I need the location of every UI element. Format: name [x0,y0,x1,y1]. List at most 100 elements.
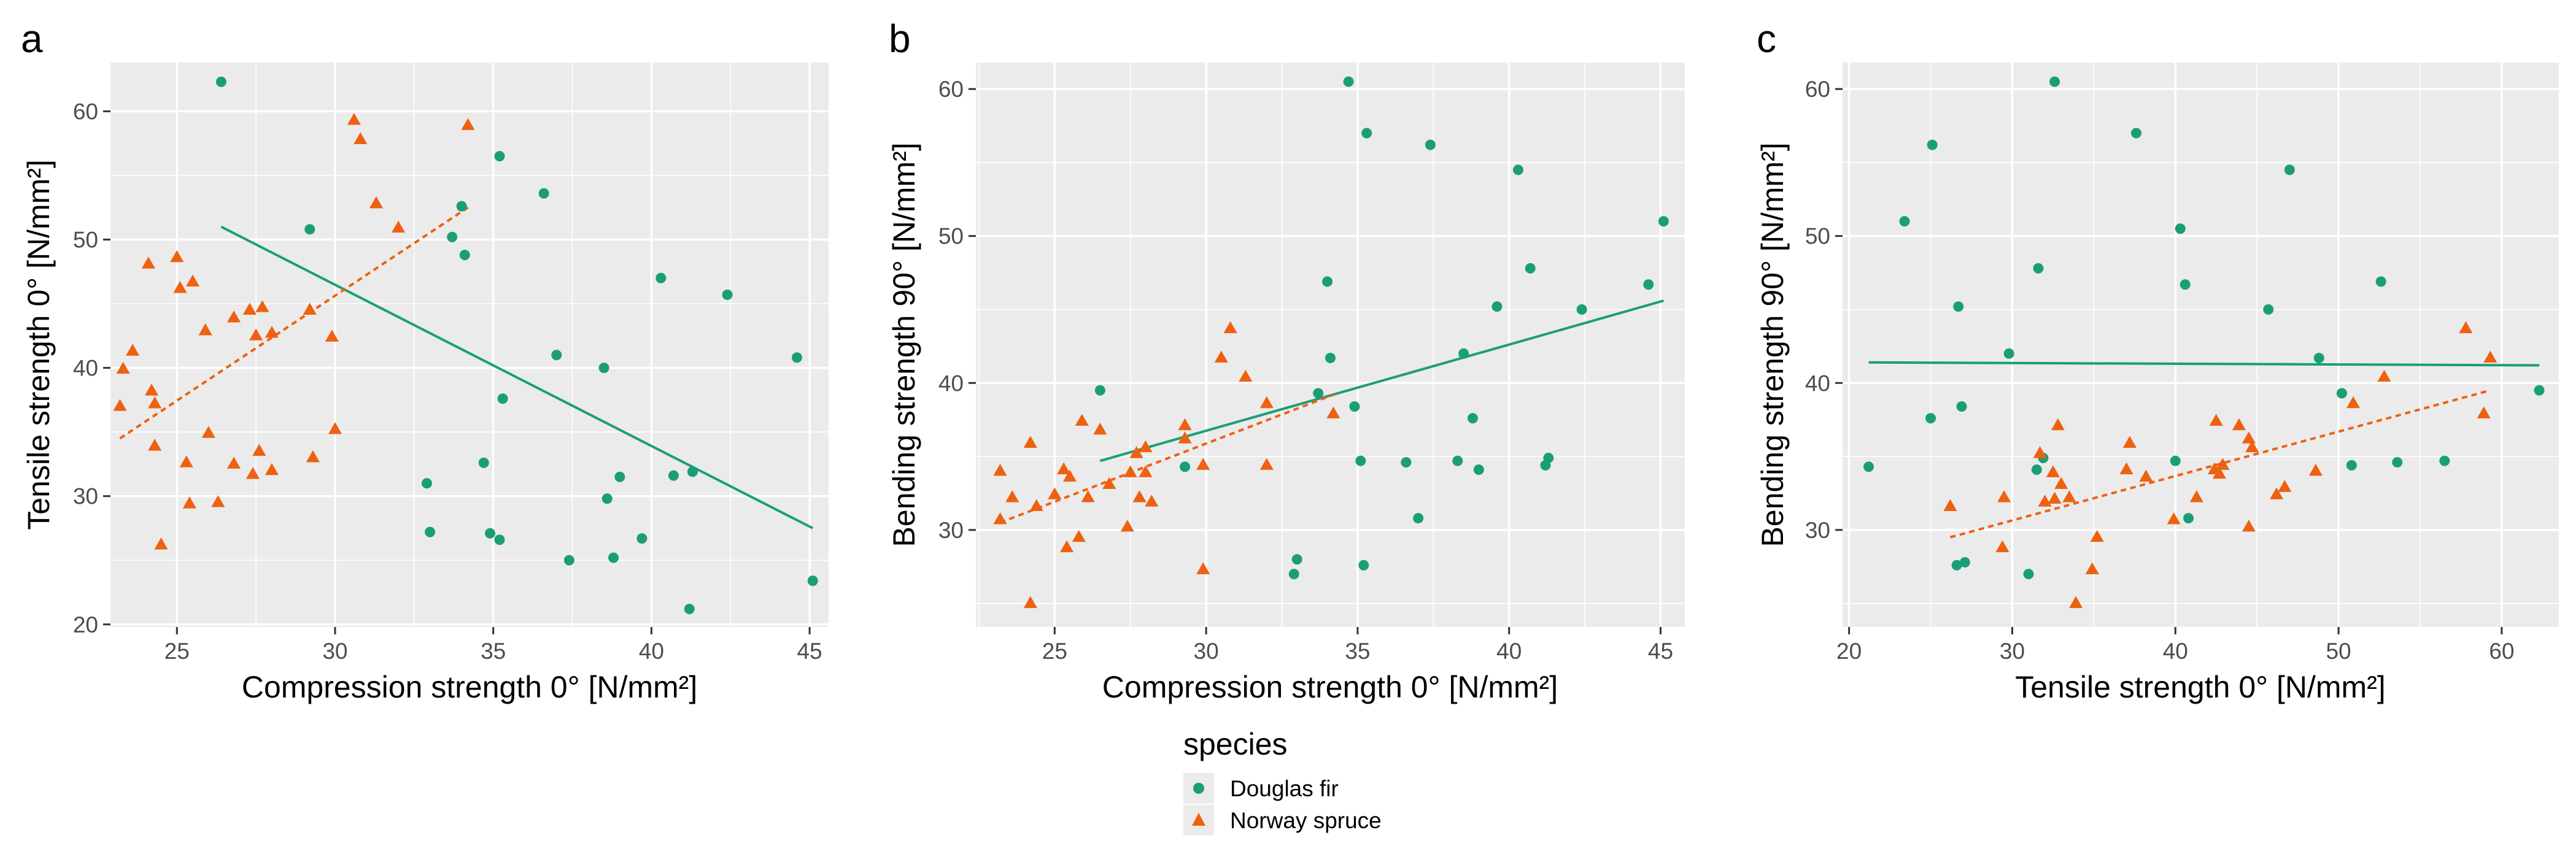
point-douglas-fir [2003,348,2014,359]
point-douglas-fir [1413,513,1424,524]
point-norway-spruce [1048,487,1062,499]
point-norway-spruce [265,326,279,338]
trendline-douglas-fir [1099,299,1664,463]
point-douglas-fir [1322,276,1333,287]
point-douglas-fir [1491,301,1503,312]
point-norway-spruce [1239,369,1253,382]
point-douglas-fir [563,555,574,566]
point-norway-spruce [141,256,155,269]
point-norway-spruce [126,344,140,356]
point-douglas-fir [1863,461,1874,472]
point-douglas-fir [485,528,496,539]
point-norway-spruce [116,361,130,374]
point-norway-spruce [461,118,475,130]
point-norway-spruce [354,132,368,144]
point-norway-spruce [2046,465,2060,477]
point-douglas-fir [2031,464,2042,475]
point-douglas-fir [1953,301,1964,312]
panel-b-points [993,76,1669,609]
point-norway-spruce [1943,499,1957,511]
point-norway-spruce [179,455,193,467]
point-norway-spruce [249,328,263,340]
point-norway-spruce [182,496,196,509]
point-douglas-fir [1325,353,1336,364]
point-douglas-fir [421,478,432,489]
point-douglas-fir [304,224,315,235]
point-norway-spruce [2241,431,2256,444]
point-douglas-fir [656,272,667,283]
point-norway-spruce [1057,462,1071,475]
point-norway-spruce [2477,406,2491,419]
point-norway-spruce [2232,418,2246,431]
point-douglas-fir [2130,128,2141,139]
point-norway-spruce [148,396,162,409]
point-douglas-fir [1925,413,1936,424]
panel-a-grid [110,63,829,627]
point-douglas-fir [459,250,470,261]
point-douglas-fir [1956,401,1967,412]
point-norway-spruce [2308,464,2323,476]
y-tick-label: 20 [73,612,98,637]
panel-b-x-axis-title: Compression strength 0° [N/mm²] [1102,670,1558,704]
point-douglas-fir [684,604,695,615]
point-norway-spruce [2189,490,2203,502]
point-norway-spruce [1196,562,1210,575]
x-tick-label: 45 [1648,639,1673,664]
panel-b-y-ticks: 30 40 50 60 [938,77,976,543]
point-norway-spruce [1214,350,1228,363]
point-norway-spruce [1075,413,1089,426]
point-douglas-fir [2033,263,2044,274]
panel-a-y-ticks: 20 30 40 50 60 [73,99,110,637]
point-norway-spruce [154,537,168,550]
y-tick-label: 40 [1805,371,1830,396]
point-norway-spruce [2090,529,2104,542]
point-norway-spruce [2245,440,2259,453]
point-norway-spruce [1196,458,1210,470]
point-douglas-fir [1180,461,1191,472]
trendline-douglas-fir [220,225,814,529]
point-norway-spruce [1326,406,1340,419]
point-douglas-fir [1313,388,1324,399]
point-douglas-fir [598,363,609,374]
point-norway-spruce [369,196,383,209]
panel-c-y-ticks: 30 40 50 60 [1805,77,1843,543]
panel-c-x-axis-title: Tensile strength 0° [N/mm²] [2015,670,2386,704]
x-tick-label: 45 [797,639,822,664]
point-douglas-fir [1899,216,1910,227]
point-douglas-fir [1094,385,1105,396]
point-douglas-fir [2175,223,2186,234]
point-norway-spruce [226,310,241,323]
point-norway-spruce [1139,465,1153,477]
y-tick-label: 50 [73,228,98,253]
point-douglas-fir [1951,559,1962,571]
point-douglas-fir [1349,401,1360,412]
point-norway-spruce [1139,440,1153,453]
point-douglas-fir [1358,559,1369,571]
y-tick-label: 50 [938,224,964,249]
panel-a-points [113,76,818,615]
point-douglas-fir [1291,554,1302,565]
point-douglas-fir [494,534,505,545]
point-norway-spruce [242,302,257,315]
point-norway-spruce [2062,490,2076,502]
point-norway-spruce [1023,436,1037,448]
point-douglas-fir [2392,457,2403,468]
point-douglas-fir [1927,139,1938,150]
point-norway-spruce [303,302,317,315]
point-douglas-fir [478,457,489,468]
point-douglas-fir [1361,128,1372,139]
point-norway-spruce [2209,413,2223,426]
x-tick-label: 40 [1496,639,1522,664]
point-douglas-fir [2183,513,2194,524]
point-douglas-fir [2346,459,2357,471]
point-douglas-fir [1576,304,1587,315]
x-tick-label: 60 [2489,639,2514,664]
x-tick-label: 30 [2000,639,2025,664]
point-douglas-fir [1658,216,1669,227]
legend-circle-icon [1193,783,1204,794]
point-norway-spruce [2051,418,2065,431]
point-douglas-fir [722,289,733,300]
legend-item-douglas-fir: Douglas fir [1183,773,1339,804]
point-norway-spruce [1129,446,1143,458]
